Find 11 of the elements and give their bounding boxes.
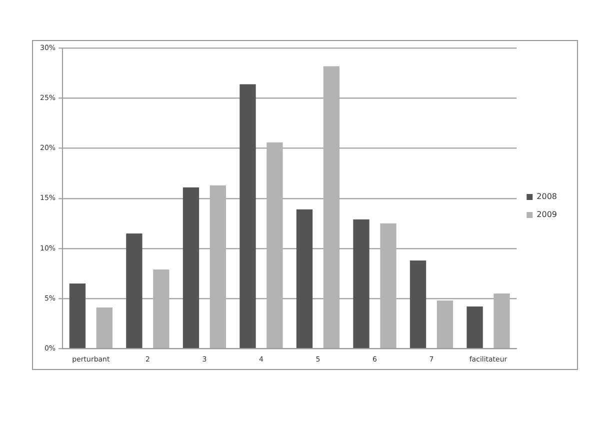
bar — [240, 84, 256, 348]
bar — [69, 284, 86, 348]
bar — [296, 209, 313, 348]
bar — [182, 187, 200, 348]
bar — [126, 233, 142, 348]
bar — [466, 306, 483, 348]
legend-label: 2009 — [536, 210, 557, 220]
bar — [353, 219, 370, 348]
bar — [410, 260, 426, 348]
bar — [96, 308, 113, 348]
legend-label: 2008 — [536, 192, 557, 202]
